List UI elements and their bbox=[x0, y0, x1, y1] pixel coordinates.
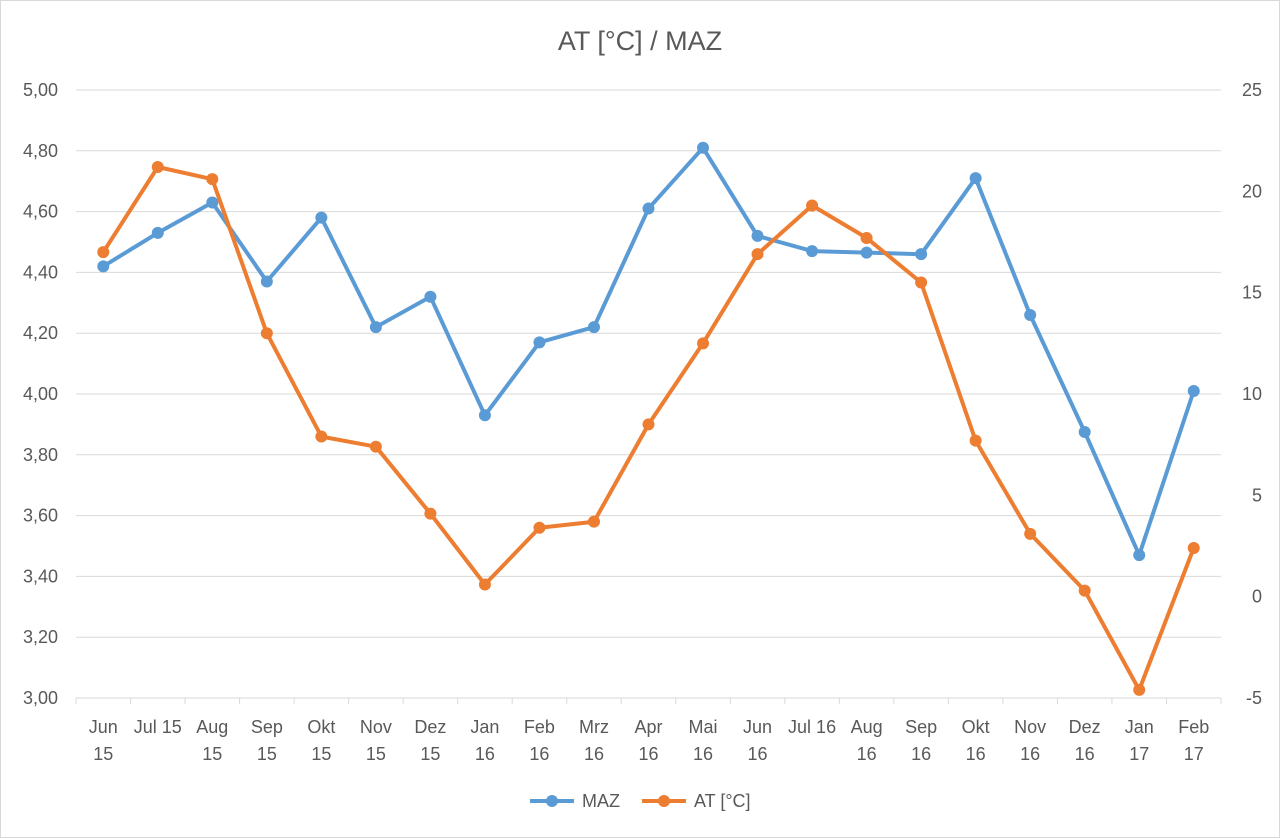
maz-data-point bbox=[915, 248, 928, 261]
at-c-data-point bbox=[642, 418, 655, 431]
maz-data-point bbox=[424, 290, 437, 303]
maz-data-point bbox=[478, 409, 491, 422]
at-c-data-point bbox=[1078, 584, 1091, 597]
left-axis-tick-label: 4,40 bbox=[23, 262, 58, 282]
x-axis-tick-label: Jun 16 bbox=[743, 717, 772, 764]
x-axis-tick-label: Feb 17 bbox=[1178, 717, 1209, 764]
at-c-data-point bbox=[697, 337, 710, 350]
maz-data-point bbox=[151, 226, 164, 239]
legend-label-at-c: AT [°C] bbox=[694, 791, 751, 811]
at-c-data-point bbox=[1187, 542, 1200, 555]
maz-data-point bbox=[1187, 384, 1200, 397]
maz-data-point bbox=[369, 321, 382, 334]
at-c-data-point bbox=[915, 276, 928, 289]
at-c-data-point bbox=[369, 440, 382, 453]
right-axis-tick-label: 5 bbox=[1252, 485, 1262, 505]
x-axis-tick-label: Sep 15 bbox=[251, 717, 283, 764]
maz-data-point bbox=[806, 245, 819, 258]
at-c-data-point bbox=[151, 161, 164, 174]
at-c-data-point bbox=[97, 246, 110, 259]
chart-title: AT [°C] / MAZ bbox=[558, 26, 722, 56]
maz-data-point bbox=[1078, 426, 1091, 438]
maz-data-point bbox=[969, 172, 982, 185]
left-axis-tick-label: 4,00 bbox=[23, 384, 58, 404]
x-axis-tick-label: Nov 15 bbox=[360, 717, 392, 764]
x-axis-tick-label: Mrz 16 bbox=[579, 717, 609, 764]
left-axis-tick-label: 5,00 bbox=[23, 80, 58, 100]
maz-data-point bbox=[315, 211, 328, 224]
x-axis-tick-label: Jan 16 bbox=[470, 717, 499, 764]
x-axis-tick-label: Nov 16 bbox=[1014, 717, 1046, 764]
at-c-data-point bbox=[1024, 527, 1037, 540]
x-axis-tick-label: Aug 16 bbox=[851, 717, 883, 764]
x-axis-tick-label: Jul 15 bbox=[134, 717, 182, 737]
right-axis-tick-label: 20 bbox=[1242, 181, 1262, 201]
at-c-data-point bbox=[969, 434, 982, 447]
maz-data-point bbox=[260, 275, 273, 288]
at-c-data-point bbox=[206, 173, 219, 186]
right-axis-tick-label: 25 bbox=[1242, 80, 1262, 100]
right-axis-tick-label: -5 bbox=[1246, 688, 1262, 708]
maz-data-point bbox=[1133, 549, 1146, 562]
x-axis-tick-label: Dez 15 bbox=[414, 717, 446, 764]
left-axis-tick-label: 3,60 bbox=[23, 506, 58, 526]
at-c-data-point bbox=[260, 327, 273, 340]
gridlines bbox=[76, 89, 1221, 699]
x-axis-tick-label: Jul 16 bbox=[788, 717, 836, 737]
x-axis-tick-label: Okt 16 bbox=[962, 717, 990, 764]
left-axis-tick-label: 4,20 bbox=[23, 323, 58, 343]
maz-data-point bbox=[1024, 308, 1037, 321]
x-axis-tick-label: Aug 15 bbox=[196, 717, 228, 764]
legend-marker-at-c bbox=[658, 795, 670, 807]
legend: MAZ AT [°C] bbox=[530, 791, 751, 811]
at-c-data-point bbox=[587, 515, 600, 528]
left-axis-tick-label: 4,60 bbox=[23, 202, 58, 222]
left-axis-tick-label: 3,40 bbox=[23, 566, 58, 586]
maz-data-point bbox=[587, 321, 600, 334]
right-axis-tick-label: 0 bbox=[1252, 587, 1262, 607]
left-axis-tick-label: 3,80 bbox=[23, 445, 58, 465]
right-axis-tick-label: 10 bbox=[1242, 384, 1262, 404]
maz-data-point bbox=[206, 196, 219, 209]
x-axis-tick-label: Mai 16 bbox=[689, 717, 718, 764]
at-c-data-point bbox=[751, 248, 764, 261]
maz-data-point bbox=[533, 336, 546, 349]
x-axis-tick-label: Dez 16 bbox=[1069, 717, 1101, 764]
legend-marker-maz bbox=[546, 795, 558, 807]
legend-label-maz: MAZ bbox=[582, 791, 620, 811]
x-axis-tick-label: Sep 16 bbox=[905, 717, 937, 764]
maz-data-point bbox=[697, 141, 710, 154]
x-axis-tick-label: Feb 16 bbox=[524, 717, 555, 764]
at-c-data-point bbox=[315, 430, 328, 443]
left-axis-tick-label: 4,80 bbox=[23, 141, 58, 161]
at-c-data-point bbox=[806, 199, 819, 212]
left-axis-tick-label: 3,20 bbox=[23, 627, 58, 647]
maz-data-point bbox=[97, 260, 110, 273]
right-axis-tick-label: 15 bbox=[1242, 283, 1262, 303]
left-axis-tick-label: 3,00 bbox=[23, 688, 58, 708]
series-layer bbox=[97, 141, 1200, 696]
axes: 3,00 3,20 3,40 3,60 3,80 4,00 4,20 4,40 4,60 4,80… bbox=[23, 80, 1262, 764]
at-c-data-point bbox=[533, 521, 546, 534]
at-c-data-point bbox=[860, 231, 873, 244]
at-c-data-point bbox=[478, 578, 491, 591]
maz-data-point bbox=[751, 229, 764, 242]
x-axis-tick-label: Jun 15 bbox=[89, 717, 118, 764]
maz-data-point bbox=[860, 246, 873, 259]
at-c-data-point bbox=[424, 507, 437, 520]
x-axis-tick-label: Apr 16 bbox=[634, 717, 662, 764]
at-c-data-point bbox=[1133, 683, 1146, 696]
maz-data-point bbox=[642, 202, 655, 215]
x-axis-tick-label: Okt 15 bbox=[307, 717, 335, 764]
x-axis-tick-label: Jan 17 bbox=[1125, 717, 1154, 764]
